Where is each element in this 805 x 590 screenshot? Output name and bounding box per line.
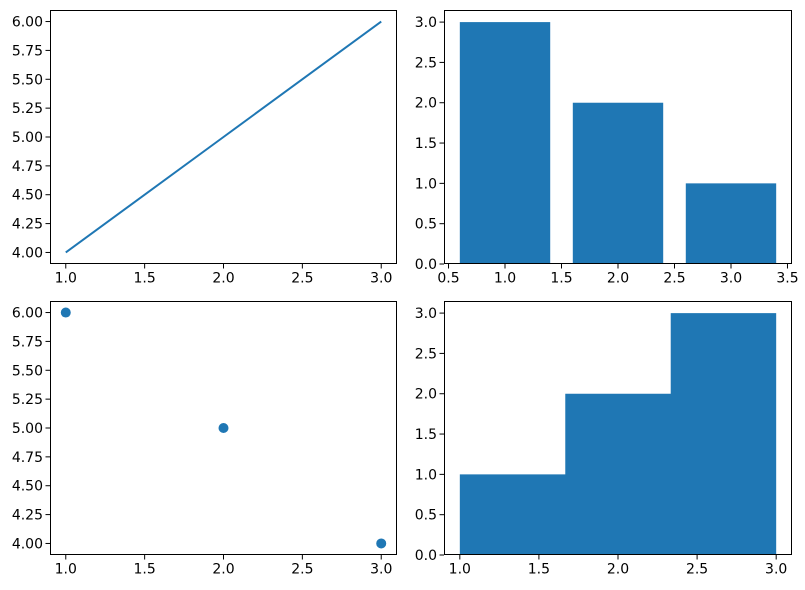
x-tick-label: 2.0 bbox=[212, 562, 234, 578]
y-tick-label: 4.25 bbox=[12, 508, 43, 524]
x-tick-label: 1.0 bbox=[494, 271, 516, 287]
y-tick-label: 4.50 bbox=[12, 188, 43, 204]
y-tick-label: 5.00 bbox=[12, 421, 43, 437]
y-tick-label: 5.00 bbox=[12, 130, 43, 146]
scatter-point bbox=[218, 423, 229, 433]
y-tick-label: 6.00 bbox=[12, 306, 43, 322]
x-tick-label: 2.0 bbox=[607, 562, 629, 578]
y-tick-label: 4.00 bbox=[12, 245, 43, 261]
x-tick-label: 1.5 bbox=[550, 271, 572, 287]
y-tick-label: 5.25 bbox=[12, 101, 43, 117]
plot-frame bbox=[50, 10, 397, 264]
chart-svg: 1.0 1.5 2.0 2.5 3.0 0.0 0.5 1.0 1.5 2.0 2.5 3.0 bbox=[415, 301, 792, 578]
bar bbox=[459, 22, 551, 264]
x-tick-label: 1.0 bbox=[449, 562, 471, 578]
y-tick-label: 0.5 bbox=[415, 508, 437, 524]
x-tick-label: 3.0 bbox=[370, 562, 392, 578]
x-tick-label: 2.0 bbox=[212, 271, 234, 287]
y-tick-label: 2.5 bbox=[415, 55, 437, 71]
subplot-line-plot: 1.0 1.5 2.0 2.5 3.0 4.00 4.25 4.50 4.75 5.00 5.25 5… bbox=[12, 10, 397, 287]
x-tick-label: 1.5 bbox=[528, 562, 550, 578]
x-tick-label: 3.0 bbox=[765, 562, 787, 578]
y-tick-label: 5.75 bbox=[12, 334, 43, 350]
y-tick-label: 4.25 bbox=[12, 217, 43, 233]
y-tick-label: 5.50 bbox=[12, 72, 43, 88]
x-tick-label: 1.0 bbox=[55, 271, 77, 287]
y-tick-label: 6.00 bbox=[12, 15, 43, 31]
y-tick-label: 1.0 bbox=[415, 467, 437, 483]
x-tick-label: 0.5 bbox=[437, 271, 459, 287]
x-tick-label: 2.0 bbox=[607, 271, 629, 287]
y-tick-label: 3.0 bbox=[415, 306, 437, 322]
y-tick-label: 2.0 bbox=[415, 387, 437, 403]
bar bbox=[685, 183, 777, 264]
y-tick-label: 4.75 bbox=[12, 450, 43, 466]
subplot-histogram: 1.0 1.5 2.0 2.5 3.0 0.0 0.5 1.0 1.5 2.0 2.5 3.0 bbox=[415, 301, 792, 578]
x-tick-label: 3.0 bbox=[720, 271, 742, 287]
y-tick-label: 3.0 bbox=[415, 15, 437, 31]
x-tick-label: 2.5 bbox=[291, 271, 313, 287]
y-tick-label: 4.00 bbox=[12, 536, 43, 552]
subplot-scatter-plot: 1.0 1.5 2.0 2.5 3.0 4.00 4.25 4.50 4.75 5.00 5.25 5… bbox=[12, 301, 397, 578]
y-tick-label: 0.0 bbox=[415, 257, 437, 273]
scatter-point bbox=[60, 307, 71, 318]
bar bbox=[572, 102, 664, 264]
plot-frame bbox=[50, 301, 397, 555]
subplot-bar-chart: 0.5 1.0 1.5 2.0 2.5 3.0 3.5 0.0 0.5 1.0 1.5 2.0 2.5 3… bbox=[415, 10, 799, 287]
x-tick-label: 2.5 bbox=[686, 562, 708, 578]
y-tick-label: 4.50 bbox=[12, 479, 43, 495]
chart-svg: 0.5 1.0 1.5 2.0 2.5 3.0 3.50.00.51.01.52.02.53… bbox=[415, 10, 799, 287]
y-tick-label: 5.75 bbox=[12, 43, 43, 59]
histogram-area bbox=[459, 313, 777, 555]
x-tick-label: 3.5 bbox=[776, 271, 798, 287]
x-tick-label: 2.5 bbox=[291, 562, 313, 578]
chart-svg: 1.0 1.5 2.0 2.5 3.0 4.00 4.25 4.50 4.75 5.00 5.25 5… bbox=[12, 10, 397, 287]
x-tick-label: 2.5 bbox=[663, 271, 685, 287]
y-tick-label: 5.25 bbox=[12, 392, 43, 408]
plot-frame bbox=[444, 301, 792, 555]
y-tick-label: 5.50 bbox=[12, 363, 43, 379]
x-tick-label: 3.0 bbox=[370, 271, 392, 287]
y-tick-label: 1.0 bbox=[415, 176, 437, 192]
x-tick-label: 1.5 bbox=[134, 271, 156, 287]
y-tick-label: 1.5 bbox=[415, 136, 437, 152]
y-tick-label: 0.5 bbox=[415, 217, 437, 233]
x-tick-label: 1.0 bbox=[55, 562, 77, 578]
chart-svg: 1.0 1.5 2.0 2.5 3.0 4.00 4.25 4.50 4.75 5.00 5.25 5… bbox=[12, 301, 397, 578]
scatter-point bbox=[376, 538, 387, 549]
plot-frame bbox=[444, 10, 792, 264]
y-tick-label: 2.5 bbox=[415, 346, 437, 362]
y-tick-label: 2.0 bbox=[415, 96, 437, 112]
line-series bbox=[65, 20, 382, 254]
x-tick-label: 1.5 bbox=[134, 562, 156, 578]
y-tick-label: 0.0 bbox=[415, 548, 437, 564]
y-tick-label: 1.5 bbox=[415, 427, 437, 443]
y-tick-label: 4.75 bbox=[12, 159, 43, 175]
